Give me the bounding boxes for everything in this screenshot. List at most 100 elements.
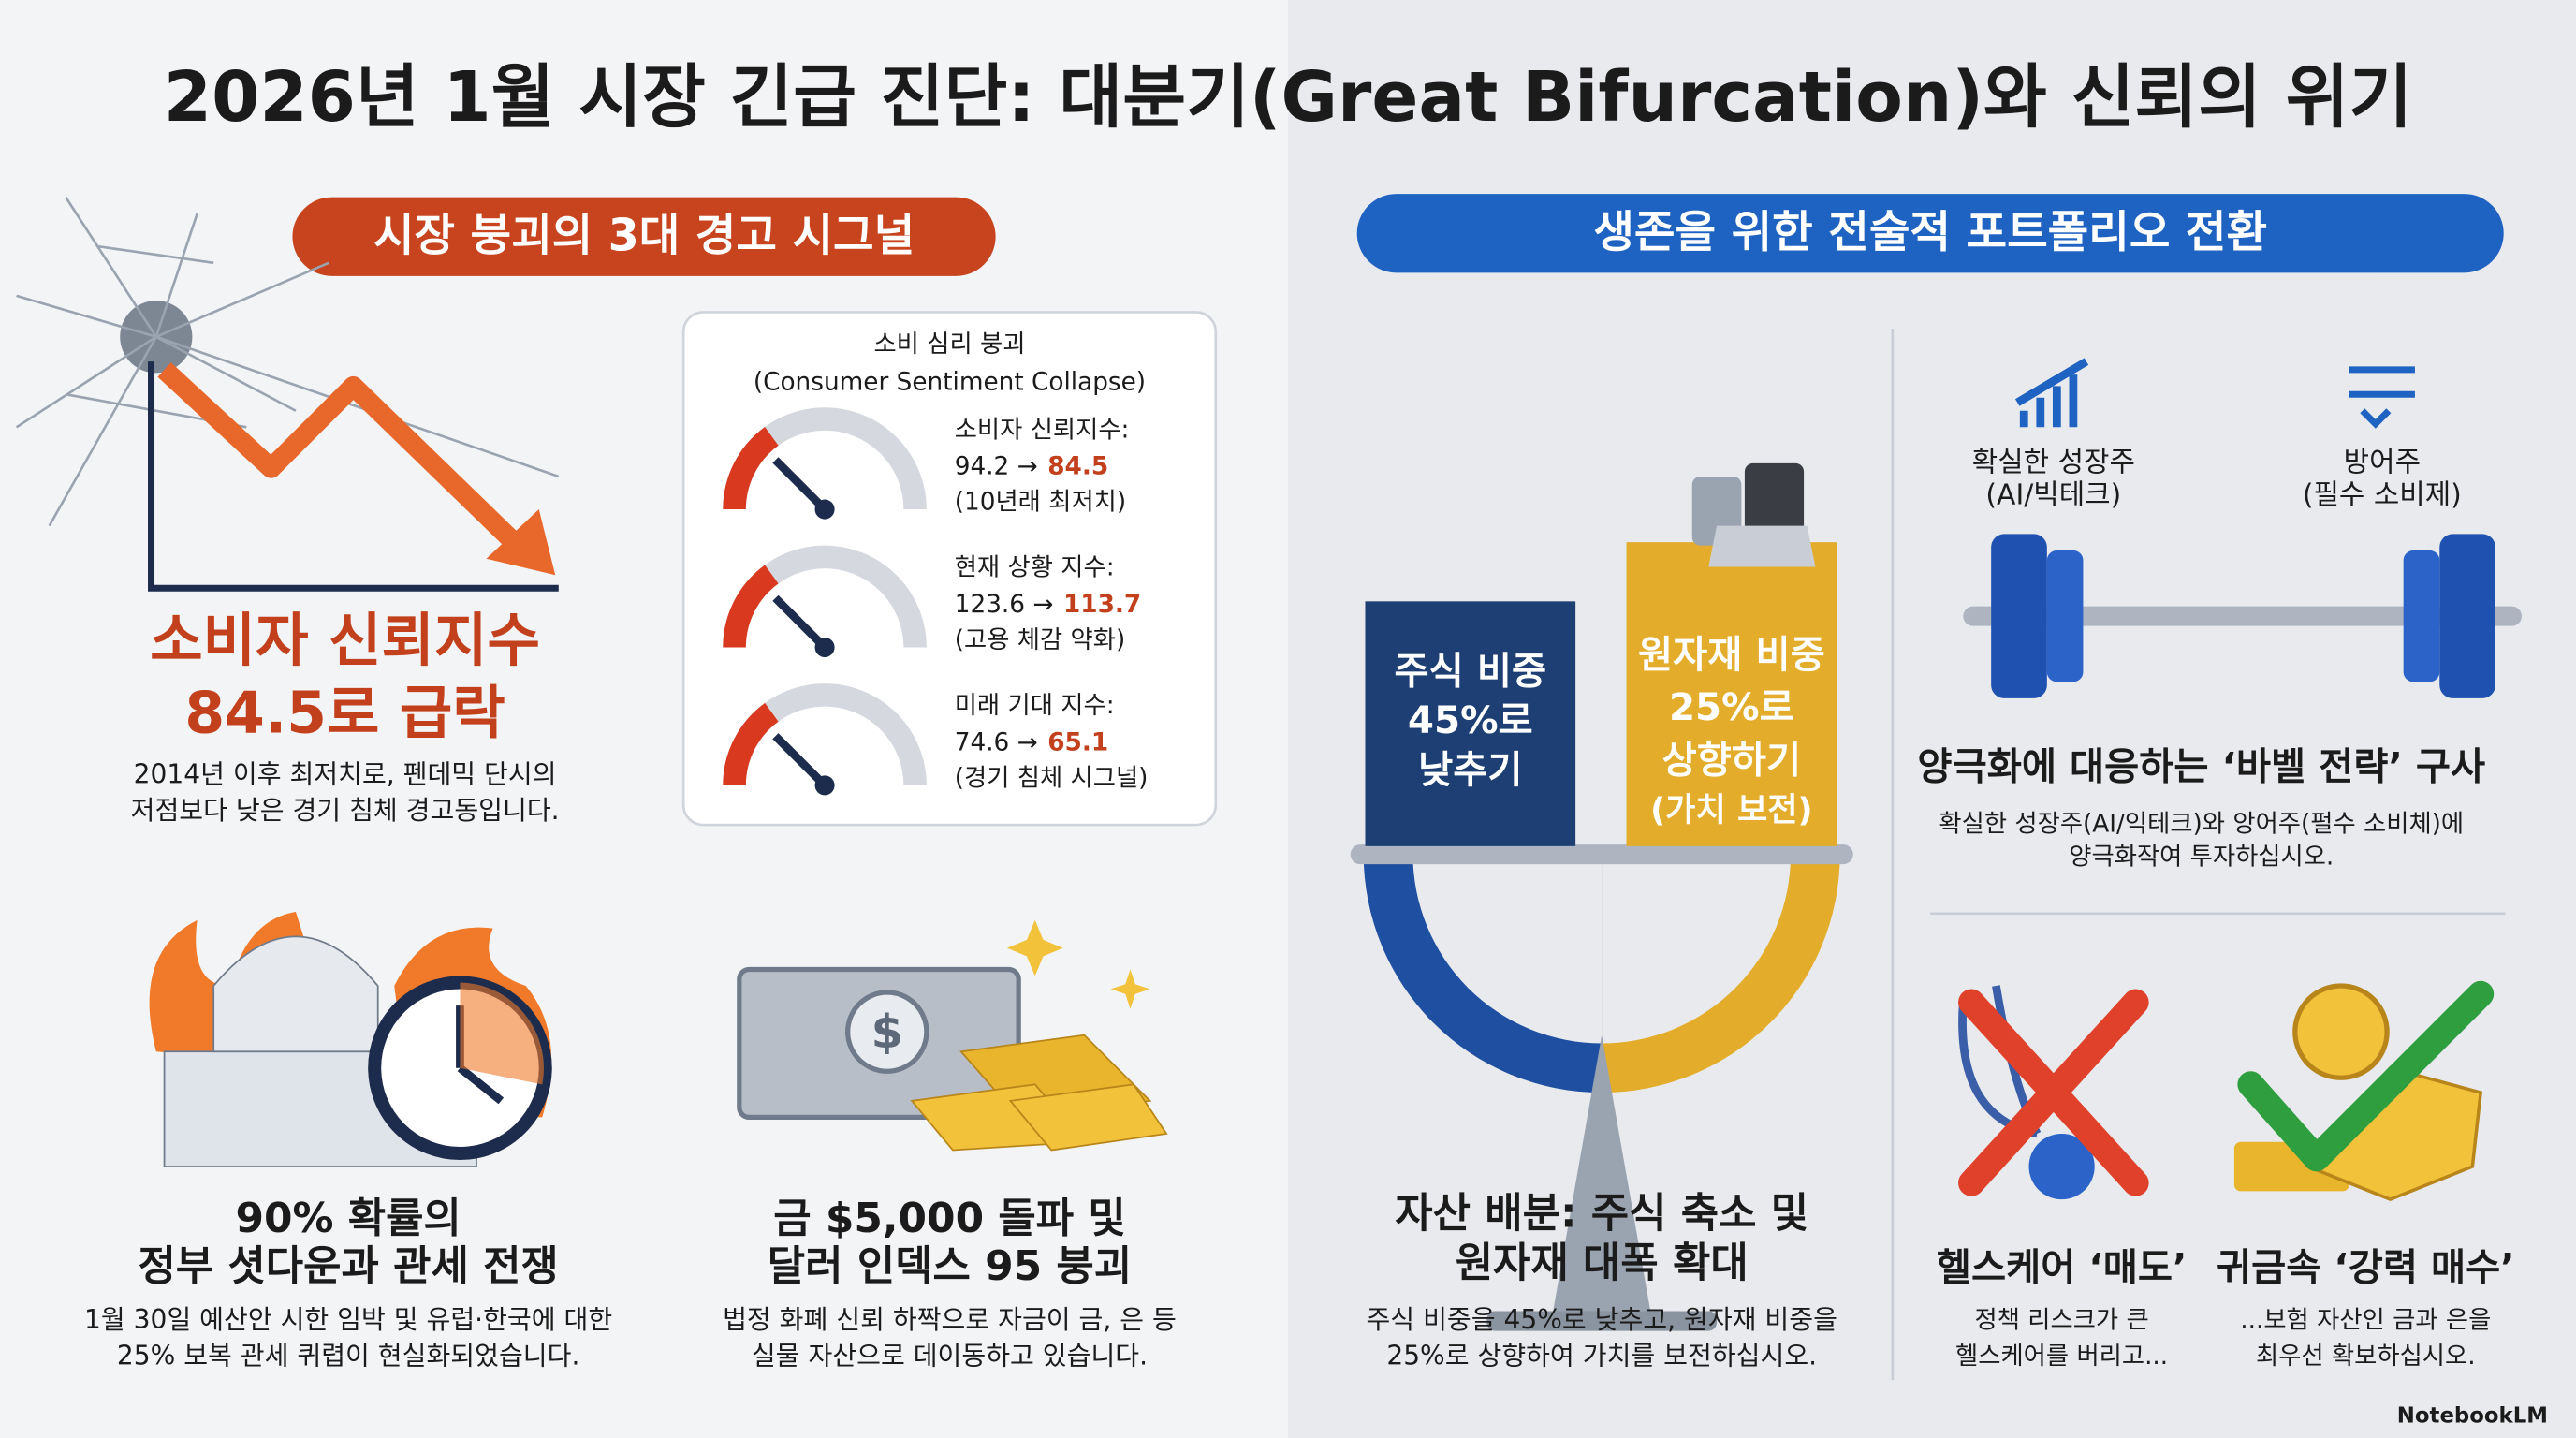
gauge-from: 94.2 → xyxy=(955,452,1038,480)
decline-chart-illustration-part xyxy=(157,362,530,558)
defensive-label: (필수 소비제) xyxy=(2303,479,2462,512)
scale-illustration-part xyxy=(1552,1034,1651,1315)
metals-title: 귀금속 ‘강력 매수’ xyxy=(2217,1246,2515,1290)
scale-illustration-part xyxy=(1602,854,1792,1044)
gauge-to: 113.7 xyxy=(1063,590,1141,618)
scale-illustration-part xyxy=(1365,601,1576,846)
healthcare-illustration xyxy=(1958,985,2149,1200)
barbell-illustration-part xyxy=(2014,358,2089,428)
healthcare-title: 헬스케어 ‘매도’ xyxy=(1937,1246,2188,1290)
healthcare-illustration-part xyxy=(2028,1133,2095,1200)
shutdown-illustration xyxy=(149,912,552,1167)
cracked-glass-illustration-part xyxy=(15,196,560,527)
commodity-label: 25%로 xyxy=(1669,685,1794,729)
metals-illustration-part xyxy=(2292,983,2390,1080)
shutdown-text: 25% 보복 관세 퀴렵이 현실화되었습니다. xyxy=(117,1341,580,1372)
gauge-needle xyxy=(772,457,828,513)
growth-label: 확실한 성장주 xyxy=(1972,446,2135,478)
gauge-red xyxy=(723,702,779,786)
gauge-from: 123.6 → xyxy=(955,590,1054,618)
sentiment-headline: 소비자 신뢰지수 xyxy=(150,608,540,674)
shutdown-text: 1월 30일 예산안 시한 임박 및 유럽·한국에 대한 xyxy=(84,1304,612,1335)
stock-label: 주식 비중 xyxy=(1395,650,1547,694)
left-header: 시장 붕괴의 3대 경고 시그널 xyxy=(292,197,996,276)
gauge-values: 74.6 → 65.1 xyxy=(955,728,1108,756)
metals-illustration-part xyxy=(2237,980,2495,1172)
brand: NotebookLM xyxy=(2397,1403,2548,1428)
main-title: 2026년 1월 시장 긴급 진단: 대분기(Great Bifurcation… xyxy=(164,58,2412,138)
metals-text: 최우선 확보하십시오. xyxy=(2256,1343,2476,1371)
scale-illustration-part xyxy=(1486,1311,1718,1331)
cracked-glass-illustration xyxy=(15,196,560,527)
decline-chart-illustration xyxy=(148,361,559,592)
commodity-label: 원자재 비중 xyxy=(1638,633,1825,677)
barbell-illustration-part xyxy=(2439,534,2496,698)
gauge-note: (경기 침체 시그널) xyxy=(955,764,1149,792)
healthcare-illustration-part xyxy=(1958,989,2149,1196)
shutdown-title: 90% 확률의 xyxy=(235,1195,461,1242)
gauge-note: (10년래 최저치) xyxy=(955,489,1126,517)
gold-illustration-part xyxy=(1008,1083,1168,1152)
shutdown-illustration-part xyxy=(212,935,379,1053)
scale-illustration-part xyxy=(1412,854,1603,1044)
allocation-text: 25%로 상향하여 가치를 보전하십시오. xyxy=(1386,1341,1817,1372)
right-header: 생존을 위한 전술적 포트폴리오 전환 xyxy=(1356,194,2504,273)
healthcare-text: 헬스케어를 버리고... xyxy=(1955,1343,2168,1371)
shutdown-title: 정부 셧다운과 관세 전쟁 xyxy=(138,1242,558,1290)
scale-illustration-part xyxy=(1350,844,1853,865)
gauge-red xyxy=(723,565,779,648)
healthcare-text: 정책 리스크가 큰 xyxy=(1975,1307,2149,1335)
metals-text: ...보험 자산인 금과 은을 xyxy=(2240,1307,2491,1335)
stock-label: 45%로 xyxy=(1408,698,1533,742)
gauge-label: 미래 기대 지수: xyxy=(955,692,1115,720)
gauge-needle xyxy=(772,733,828,789)
sentiment-headline: 84.5로 급락 xyxy=(184,680,505,746)
gauge-needle xyxy=(772,594,828,651)
metals-illustration xyxy=(2233,980,2495,1202)
growth-label: (AI/빅테크) xyxy=(1985,479,2121,512)
barbell-illustration-part xyxy=(1963,606,2523,626)
allocation-text: 주식 비중을 45%로 낮추고, 원자재 비중을 xyxy=(1366,1304,1837,1335)
barbell-illustration-part xyxy=(2046,550,2084,682)
sentiment-text: 2014년 이후 최저치로, 펜데믹 단시의 xyxy=(134,758,557,789)
allocation-title: 자산 배분: 주식 축소 및 xyxy=(1395,1190,1808,1238)
barbell-illustration-part xyxy=(2349,366,2415,429)
gauge-label: 현재 상황 지수: xyxy=(955,554,1115,582)
barbell-illustration-part xyxy=(1991,534,2047,698)
barbell-text: 확실한 성장주(AI/익테크)와 앙어주(펄수 소비체)에 xyxy=(1939,811,2464,839)
scale-illustration-part xyxy=(1626,542,1837,846)
allocation-title: 원자재 대폭 확대 xyxy=(1456,1239,1749,1286)
scale-illustration-part xyxy=(1744,462,1805,546)
scale-illustration-part xyxy=(1708,525,1816,567)
gold-title: 달러 인덱스 95 붕괴 xyxy=(768,1242,1132,1290)
stock-label: 낮추기 xyxy=(1418,748,1522,792)
barbell-illustration xyxy=(1963,358,2523,698)
decline-chart-illustration-part xyxy=(486,509,556,576)
gauge-note: (고용 체감 약화) xyxy=(955,626,1126,654)
left-header-part xyxy=(292,197,996,276)
left-header-part: 시장 붕괴의 3대 경고 시그널 xyxy=(373,210,915,261)
gauge-to: 65.1 xyxy=(1047,728,1108,756)
gauge-label: 소비자 신뢰지수: xyxy=(955,416,1130,444)
gauge-panel-part: 소비 심리 붕괴 xyxy=(873,330,1025,359)
gauge-panel-part: 소비자 신뢰지수: 94.2 → 84.5 (10년래 최저치) 현재 상황 지수: 12… xyxy=(723,407,1149,796)
gauge-from: 74.6 → xyxy=(955,728,1038,756)
gold-text: 법정 화폐 신뢰 하짝으로 자금이 금, 은 등 xyxy=(723,1304,1177,1335)
commodity-label: (가치 보전) xyxy=(1650,791,1812,829)
decline-chart-illustration-part xyxy=(148,361,559,592)
gold-illustration-part: $ xyxy=(871,1005,903,1059)
right-header-part xyxy=(1356,194,2504,273)
sentiment-text: 저점보다 낮은 경기 침체 경고동입니다. xyxy=(131,795,560,826)
gauge-hub xyxy=(814,499,835,520)
gauge-values: 94.2 → 84.5 xyxy=(955,452,1108,480)
barbell-title: 양극화에 대응하는 ‘바벨 전략’ 구사 xyxy=(1917,744,2485,788)
gold-illustration: $ xyxy=(737,919,1168,1152)
scale-illustration xyxy=(1350,462,1853,1331)
defensive-label: 방어주 xyxy=(2344,446,2421,478)
gauge-hub xyxy=(814,775,835,796)
gold-text: 실물 자산으로 데이동하고 있습니다. xyxy=(752,1341,1148,1372)
gold-title: 금 $5,000 돌파 및 xyxy=(773,1195,1125,1242)
gauge-values: 123.6 → 113.7 xyxy=(955,590,1142,618)
gold-illustration-part xyxy=(845,990,929,1074)
